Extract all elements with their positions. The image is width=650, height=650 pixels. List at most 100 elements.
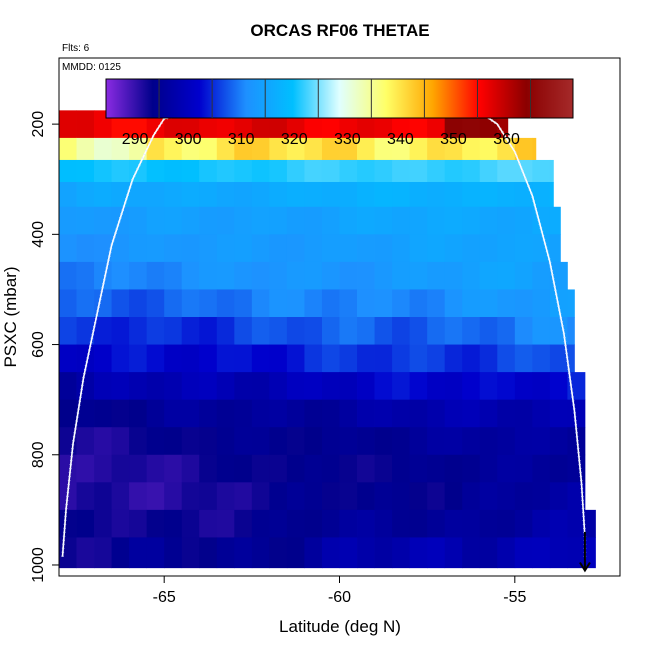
heatmap-cell [76, 181, 95, 208]
heatmap-cell [164, 289, 183, 318]
heatmap-cell [146, 181, 165, 208]
heatmap-cell [164, 344, 183, 373]
heatmap-cell [251, 344, 270, 373]
x-tick-label: -60 [328, 589, 351, 606]
heatmap-cell [269, 537, 288, 569]
heatmap-cell [94, 159, 112, 183]
heatmap-cell [251, 399, 270, 428]
colorbar-tick-label: 300 [175, 131, 202, 148]
heatmap-cell [374, 289, 393, 318]
heatmap-cell [427, 289, 446, 318]
heatmap-cell [444, 206, 463, 235]
heatmap-cell [199, 317, 218, 345]
heatmap-cell [199, 427, 218, 456]
heatmap-cell [549, 482, 568, 511]
x-axis-label: Latitude (deg N) [279, 617, 401, 636]
heatmap-cell [111, 427, 130, 456]
heatmap-cell [374, 159, 393, 183]
heatmap-cell [94, 427, 112, 456]
colorbar-tick-label: 330 [334, 131, 361, 148]
y-tick-label: 400 [30, 221, 47, 248]
colorbar-tick-label: 360 [493, 131, 520, 148]
heatmap-cell [181, 344, 200, 373]
heatmap-cell [76, 317, 95, 345]
heatmap-cell [479, 137, 498, 161]
heatmap-cell [549, 509, 568, 538]
heatmap-cell [304, 206, 323, 235]
heatmap-cell [216, 454, 235, 483]
heatmap-cell [146, 399, 165, 428]
heatmap-cell [129, 509, 148, 538]
heatmap-cell [392, 206, 411, 235]
heatmap-cell [269, 372, 288, 401]
heatmap-cell [444, 399, 463, 428]
heatmap-cell [532, 159, 551, 183]
heatmap-cell [269, 317, 288, 345]
heatmap-cell [497, 317, 516, 345]
heatmap-cell [532, 137, 537, 161]
heatmap-cell [427, 509, 446, 538]
heatmap-cell [94, 181, 112, 208]
heatmap-cell [357, 537, 375, 569]
heatmap-cell [444, 317, 463, 345]
heatmap-cell [59, 289, 77, 318]
heatmap-cell [234, 317, 253, 345]
heatmap-cell [76, 372, 95, 401]
heatmap-cell [339, 159, 358, 183]
heatmap-cell [234, 234, 253, 263]
y-axis: 200 400 600 800 1000 [30, 111, 60, 583]
x-tick-label: -55 [503, 589, 526, 606]
heatmap-cell [94, 317, 112, 345]
heatmap-cell [76, 289, 95, 318]
heatmap-cell [129, 537, 148, 569]
heatmap-cell [409, 206, 428, 235]
heatmap-cell [146, 261, 165, 290]
heatmap-cell [111, 537, 130, 569]
heatmap-cell [129, 181, 148, 208]
heatmap-cell [59, 509, 77, 538]
heatmap-cell [514, 509, 533, 538]
heatmap-cell [479, 344, 498, 373]
heatmap-cell [234, 159, 253, 183]
heatmap-cell [321, 482, 340, 511]
heatmap-cell [479, 289, 498, 318]
heatmap-cell [497, 206, 516, 235]
heatmap-cell [94, 261, 112, 290]
heatmap-cell [549, 181, 554, 208]
heatmap-cell [129, 261, 148, 290]
chart-title: ORCAS RF06 THETAE [250, 21, 429, 40]
heatmap-cell [357, 137, 375, 161]
colorbar-tick-lines [158, 79, 532, 118]
heatmap-cell [339, 509, 358, 538]
heatmap-cell [111, 317, 130, 345]
heatmap-cell [251, 206, 270, 235]
heatmap-cell [321, 509, 340, 538]
heatmap-cell [59, 399, 77, 428]
heatmap-cell [392, 159, 411, 183]
heatmap-cell [567, 317, 575, 345]
heatmap-cell [321, 206, 340, 235]
heatmap-cell [479, 509, 498, 538]
heatmap-cell [532, 344, 551, 373]
heatmap-cell [462, 317, 481, 345]
heatmap-cell [269, 482, 288, 511]
heatmap-cell [392, 317, 411, 345]
heatmap-cell [427, 537, 446, 569]
heatmap-cell [444, 289, 463, 318]
heatmap-cell [181, 537, 200, 569]
heatmap-cell [251, 454, 270, 483]
heatmap-cell [59, 159, 77, 183]
heatmap-cell [286, 181, 305, 208]
heatmap-cell [339, 372, 358, 401]
heatmap-cell [234, 137, 253, 161]
heatmap-cell [216, 537, 235, 569]
heatmap-cell [251, 159, 270, 183]
heatmap-cell [76, 110, 95, 139]
heatmap-cell [76, 159, 95, 183]
y-tick-label: 200 [30, 111, 47, 138]
heatmap-cell [111, 454, 130, 483]
heatmap-cell [216, 137, 235, 161]
heatmap-cell [427, 482, 446, 511]
heatmap-cell [321, 454, 340, 483]
heatmap-cell [181, 181, 200, 208]
